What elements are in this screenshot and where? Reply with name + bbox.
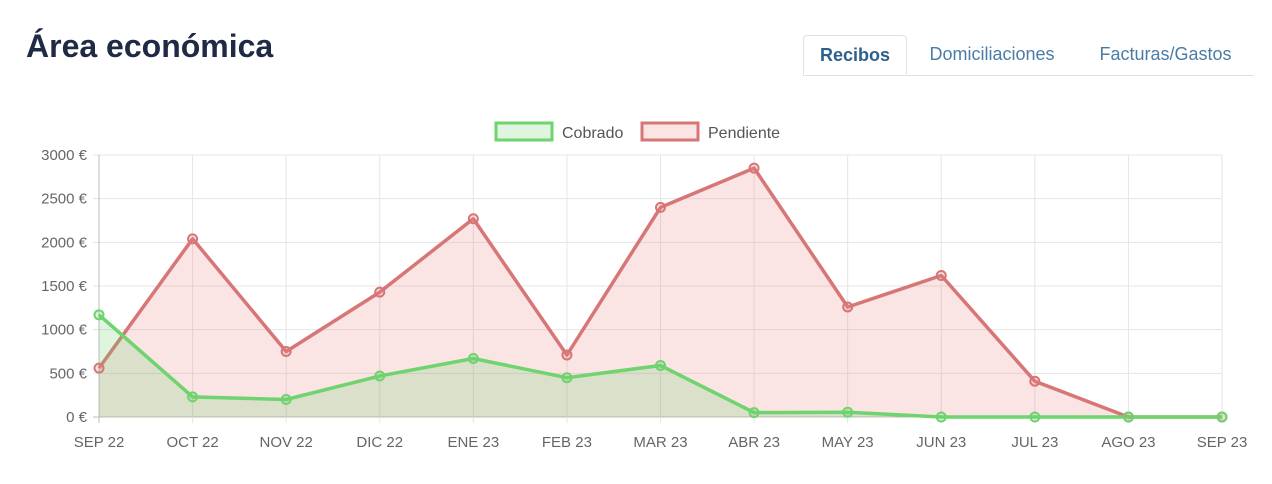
data-point-cobrado (467, 352, 479, 364)
data-point-cobrado (935, 411, 947, 423)
data-point-cobrado (1029, 411, 1041, 423)
x-tick-label: FEB 23 (542, 434, 592, 451)
legend-label-cobrado: Cobrado (562, 125, 623, 142)
legend-label-pendiente: Pendiente (708, 125, 780, 142)
legend-swatch-cobrado (494, 121, 554, 142)
tab-bar: Recibos Domiciliaciones Facturas/Gastos (803, 35, 1254, 76)
chart-container: 0 € 500 € 1000 € 1500 € 2000 € 2500 € 3000 € SE… (0, 110, 1272, 470)
data-point-cobrado (1122, 411, 1134, 423)
data-point-cobrado (1216, 411, 1228, 423)
data-point-pendiente (748, 162, 760, 174)
tab-domiciliaciones[interactable]: Domiciliaciones (929, 44, 1055, 64)
data-point-pendiente (842, 301, 854, 313)
data-point-cobrado (93, 309, 105, 321)
x-tick-label: JUN 23 (916, 434, 966, 451)
y-tick-label: 1000 € (41, 322, 88, 339)
x-tick-label: NOV 22 (259, 434, 312, 451)
data-point-pendiente (93, 362, 105, 374)
data-point-pendiente (1029, 375, 1041, 387)
data-point-pendiente (187, 233, 199, 245)
area-chart: 0 € 500 € 1000 € 1500 € 2000 € 2500 € 3000 € SE… (41, 121, 1247, 451)
x-tick-label: ENE 23 (447, 434, 499, 451)
x-tick-label: SEP 22 (74, 434, 125, 451)
x-tick-label: MAR 23 (633, 434, 687, 451)
data-point-pendiente (374, 286, 386, 298)
data-point-pendiente (561, 349, 573, 361)
data-point-cobrado (561, 372, 573, 384)
data-point-cobrado (374, 370, 386, 382)
x-tick-label: DIC 22 (356, 434, 403, 451)
y-tick-label: 2500 € (41, 191, 88, 208)
x-tick-label: AGO 23 (1101, 434, 1155, 451)
data-point-cobrado (748, 407, 760, 419)
data-point-pendiente (935, 270, 947, 282)
y-tick-label: 2000 € (41, 234, 88, 251)
series-line-cobrado (97, 313, 1222, 419)
tab-facturas-gastos[interactable]: Facturas/Gastos (1099, 44, 1232, 64)
data-point-cobrado (280, 394, 292, 406)
series-line-pendiente (97, 166, 1222, 419)
y-tick-label: 500 € (49, 365, 87, 382)
legend: Cobrado Pendiente (494, 121, 780, 142)
data-point-cobrado (187, 391, 199, 403)
data-point-cobrado (842, 406, 854, 418)
tab-recibos[interactable]: Recibos (803, 35, 907, 75)
y-tick-label: 3000 € (41, 147, 88, 164)
legend-swatch-pendiente (640, 121, 700, 142)
grid-lines: 0 € 500 € 1000 € 1500 € 2000 € 2500 € 3000 € SE… (41, 147, 1247, 451)
x-tick-label: JUL 23 (1011, 434, 1058, 451)
x-tick-label: MAY 23 (822, 434, 874, 451)
data-point-pendiente (280, 346, 292, 357)
series-area-pendiente (99, 168, 1222, 417)
data-point-pendiente (467, 213, 479, 225)
data-point-cobrado (655, 359, 666, 371)
x-tick-label: OCT 22 (166, 434, 218, 451)
y-tick-label: 0 € (66, 409, 88, 426)
page-title: Área económica (26, 28, 274, 64)
x-tick-label: ABR 23 (728, 434, 780, 451)
data-point-pendiente (655, 201, 666, 213)
x-tick-label: SEP 23 (1197, 434, 1248, 451)
y-tick-label: 1500 € (41, 278, 88, 295)
